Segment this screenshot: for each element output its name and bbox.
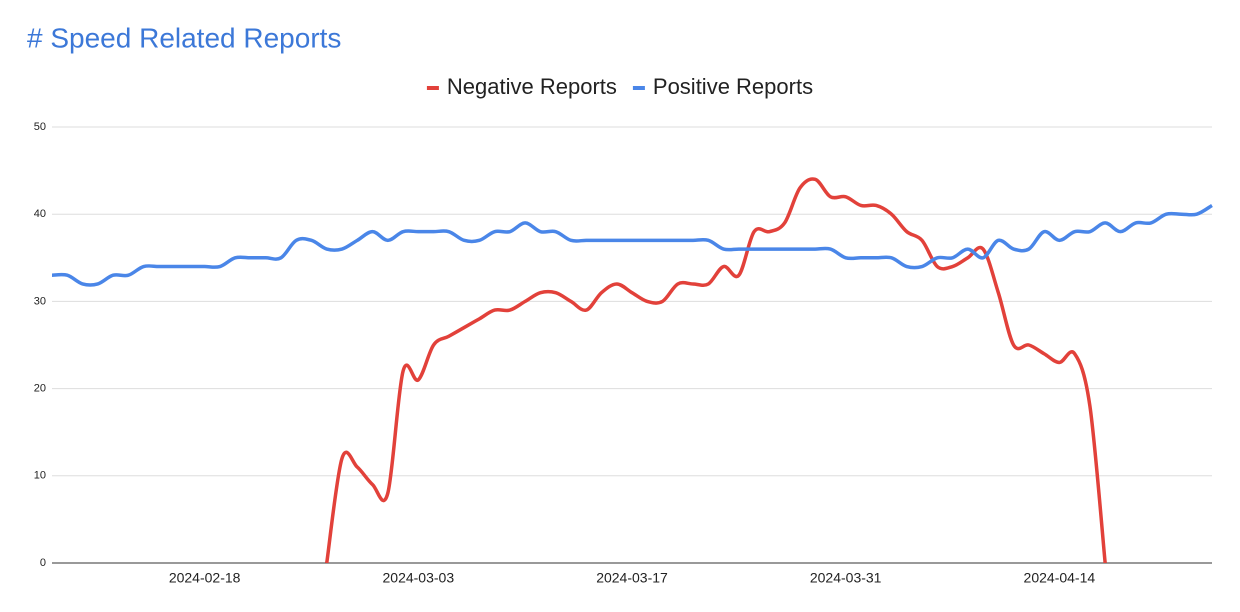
chart-title: # Speed Related Reports [27,22,341,53]
x-tick-label: 2024-04-14 [1024,570,1096,586]
x-tick-label: 2024-03-03 [383,570,455,586]
legend: Negative Reports Positive Reports [426,74,813,99]
series-line [52,203,1213,287]
y-tick-label: 40 [34,208,46,220]
legend-label: Positive Reports [653,74,813,99]
y-tick-label: 20 [34,383,46,395]
x-tick-label: 2024-03-17 [596,570,668,586]
y-tick-label: 0 [40,557,46,569]
series-line [325,177,1107,563]
x-tick-label: 2024-03-31 [810,570,882,586]
y-tick-label: 10 [34,470,46,482]
y-tick-label: 50 [34,121,46,133]
x-tick-label: 2024-02-18 [169,570,241,586]
y-tick-label: 30 [34,295,46,307]
legend-label: Negative Reports [447,74,617,99]
